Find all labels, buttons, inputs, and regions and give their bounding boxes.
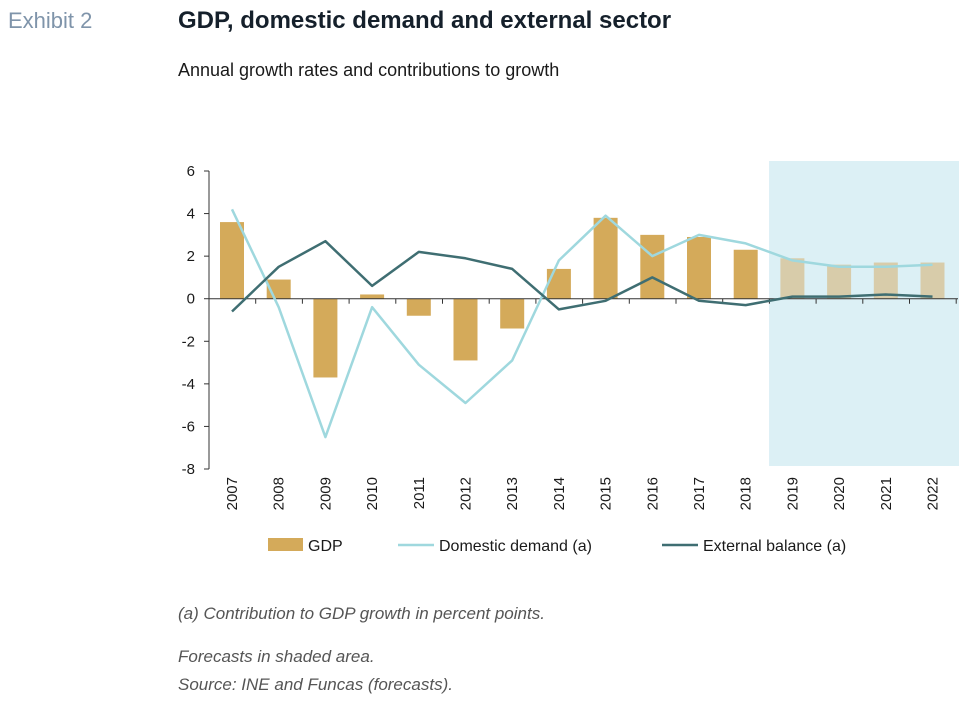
forecast-note: Forecasts in shaded area.: [178, 647, 375, 666]
legend-gdp-label: GDP: [308, 538, 343, 555]
gdp-bar-2018: [733, 249, 758, 299]
y-tick-label: -4: [182, 376, 195, 393]
x-tick-label: 2021: [878, 477, 895, 510]
chart-area: -8 -6 -4 -2 0 2 4 6 2007 2008 2009 2010 2011 2012 2013…: [182, 161, 959, 555]
x-tick-label: 2020: [831, 477, 848, 510]
gdp-bar-2021: [873, 262, 898, 299]
gdp-bar-2014: [546, 268, 571, 299]
x-tick-label: 2010: [364, 477, 381, 510]
gdp-bar-2012: [453, 298, 478, 361]
y-tick-label: 6: [187, 163, 195, 180]
gdp-bar-2010: [360, 294, 385, 299]
chart-subtitle: Annual growth rates and contributions to…: [178, 60, 560, 80]
x-tick-label: 2016: [644, 477, 661, 510]
x-tick-label: 2022: [925, 477, 942, 510]
y-tick-label: -6: [182, 418, 195, 435]
x-tick-label: 2017: [691, 477, 708, 510]
gdp-bar-2007: [220, 222, 244, 299]
exhibit-label: Exhibit 2: [8, 8, 93, 33]
gdp-bar-2016: [640, 234, 665, 299]
gdp-bar-2020: [827, 264, 852, 299]
x-tick-label: 2011: [411, 477, 428, 509]
y-tick-label: -2: [182, 333, 195, 350]
gdp-bar-2013: [500, 298, 525, 329]
y-tick-label: 0: [187, 291, 195, 308]
chart-title: GDP, domestic demand and external sector: [178, 7, 672, 34]
x-tick-label: 2018: [738, 477, 755, 510]
gdp-bar-2011: [406, 298, 431, 316]
gdp-bar-2017: [687, 236, 711, 299]
gdp-bar-2015: [593, 217, 618, 299]
x-tick-label: 2012: [458, 477, 475, 510]
forecast-shaded-area: [769, 161, 959, 466]
y-tick-label: -8: [182, 461, 195, 478]
x-tick-label: 2014: [551, 477, 568, 510]
contribution-note: (a) Contribution to GDP growth in percen…: [178, 604, 545, 623]
x-tick-label: 2009: [317, 477, 334, 510]
legend-external-label: External balance (a): [703, 538, 846, 555]
domestic-demand-line: [230, 208, 933, 439]
source-note: Source: INE and Funcas (forecasts).: [178, 675, 453, 694]
x-tick-label: 2015: [598, 477, 615, 510]
gdp-bar-2009: [313, 298, 338, 378]
x-tick-label: 2008: [271, 477, 288, 510]
x-tick-label: 2007: [224, 477, 241, 510]
x-tick-label: 2013: [504, 477, 521, 510]
legend-domestic-label: Domestic demand (a): [439, 538, 592, 555]
y-tick-label: 2: [187, 248, 195, 265]
x-tick-label: 2019: [784, 477, 801, 510]
y-tick-label: 4: [187, 206, 195, 223]
legend-gdp-swatch: [268, 538, 303, 551]
external-balance-line: [231, 239, 933, 313]
gdp-bar-2022: [920, 262, 945, 299]
gdp-bar-2019: [780, 258, 805, 299]
